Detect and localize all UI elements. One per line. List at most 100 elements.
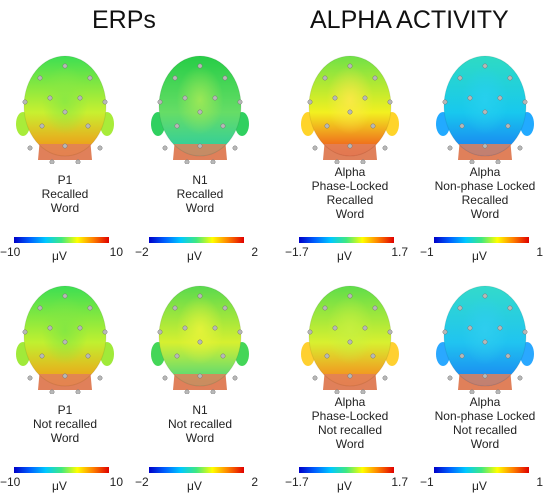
- caption-line: Not recalled: [452, 423, 518, 437]
- electrode-12: [97, 375, 103, 381]
- electrode-13: [184, 159, 190, 164]
- colorbar-min-label: −1: [420, 245, 434, 259]
- electrode-1: [457, 305, 463, 311]
- electrode-8: [324, 353, 330, 359]
- caption-line: Word: [470, 437, 500, 451]
- electrode-6: [387, 329, 393, 335]
- caption-line: Word: [50, 201, 80, 215]
- caption-line: Not recalled: [32, 417, 98, 431]
- panel-caption: Alpha Non-phase Locked Recalled Word: [420, 165, 550, 221]
- caption-line: Phase-Locked: [311, 179, 389, 193]
- electrode-13: [49, 159, 55, 164]
- electrode-1: [322, 75, 328, 81]
- neck: [458, 368, 512, 390]
- colorbar-unit-label: μV: [52, 479, 67, 493]
- caption-line: Non-phase Locked: [434, 409, 536, 423]
- erps-title: ERPs: [92, 6, 156, 34]
- colorbar-min-label: −2: [135, 245, 149, 259]
- electrode-10: [162, 375, 168, 381]
- neck: [173, 138, 227, 160]
- electrode-6: [237, 329, 243, 335]
- scalp-map-recalled-alpha-pl: [301, 55, 399, 164]
- electrode-6: [237, 99, 243, 105]
- colorbar-max-label: 1: [536, 245, 543, 259]
- electrode-10: [27, 375, 33, 381]
- electrode-0: [197, 63, 203, 69]
- panel-caption: P1 Recalled Word: [0, 173, 130, 215]
- scalp-map-recalled-alpha-npl: [436, 55, 534, 164]
- electrode-7: [197, 339, 203, 345]
- electrode-1: [172, 305, 178, 311]
- electrode-12: [97, 145, 103, 151]
- electrode-10: [447, 145, 453, 151]
- electrode-12: [517, 375, 523, 381]
- electrode-9: [220, 353, 226, 359]
- electrode-1: [37, 75, 43, 81]
- electrode-4: [467, 95, 473, 101]
- electrode-10: [312, 375, 318, 381]
- colorbar-unit-label: μV: [187, 479, 202, 493]
- colorbar: [434, 237, 529, 243]
- electrode-14: [210, 159, 216, 164]
- electrode-12: [232, 145, 238, 151]
- electrode-13: [469, 389, 475, 394]
- electrode-13: [469, 159, 475, 164]
- caption-line: Alpha: [469, 165, 501, 179]
- electrode-5: [497, 325, 503, 331]
- scalp-outline: [23, 285, 107, 387]
- electrode-14: [75, 159, 81, 164]
- electrode-5: [497, 95, 503, 101]
- electrode-3: [22, 329, 28, 335]
- scalp-outline: [308, 55, 392, 157]
- scalp-outline: [23, 55, 107, 157]
- electrode-5: [212, 95, 218, 101]
- electrode-14: [360, 389, 366, 394]
- electrode-3: [307, 99, 313, 105]
- electrode-0: [482, 63, 488, 69]
- electrode-9: [505, 353, 511, 359]
- electrode-4: [182, 95, 188, 101]
- electrode-13: [334, 159, 340, 164]
- panel-caption: N1 Recalled Word: [135, 173, 265, 215]
- electrode-5: [362, 325, 368, 331]
- electrode-1: [37, 305, 43, 311]
- electrode-2: [87, 305, 93, 311]
- electrode-9: [505, 123, 511, 129]
- colorbar-min-label: −1.7: [285, 245, 309, 259]
- panel-caption: Alpha Phase-Locked Not recalled Word: [285, 395, 415, 451]
- electrode-11: [347, 143, 353, 149]
- electrode-0: [347, 293, 353, 299]
- scalp-map-not-recalled-alpha-npl: [436, 285, 534, 394]
- panel-caption: N1 Not recalled Word: [135, 403, 265, 445]
- electrode-2: [372, 305, 378, 311]
- caption-line: Word: [335, 207, 365, 221]
- electrode-2: [87, 75, 93, 81]
- electrode-8: [39, 353, 45, 359]
- electrode-4: [467, 325, 473, 331]
- electrode-7: [347, 109, 353, 115]
- caption-line: Recalled: [41, 187, 89, 201]
- electrode-4: [332, 95, 338, 101]
- colorbar-min-label: −10: [0, 475, 21, 489]
- electrode-12: [517, 145, 523, 151]
- colorbar: [149, 237, 244, 243]
- electrode-9: [85, 353, 91, 359]
- electrode-4: [47, 95, 53, 101]
- caption-line: Word: [185, 201, 215, 215]
- caption-line: N1: [192, 173, 208, 187]
- electrode-6: [102, 329, 108, 335]
- electrode-11: [197, 373, 203, 379]
- electrode-0: [62, 293, 68, 299]
- electrode-0: [347, 63, 353, 69]
- colorbar: [14, 237, 109, 243]
- colorbar: [14, 467, 109, 473]
- colorbar-max-label: 1.7: [391, 475, 408, 489]
- electrode-3: [22, 99, 28, 105]
- caption-line: Phase-Locked: [311, 409, 389, 423]
- colorbar: [149, 467, 244, 473]
- electrode-11: [347, 373, 353, 379]
- neck: [458, 138, 512, 160]
- electrode-4: [332, 325, 338, 331]
- electrode-0: [62, 63, 68, 69]
- electrode-5: [212, 325, 218, 331]
